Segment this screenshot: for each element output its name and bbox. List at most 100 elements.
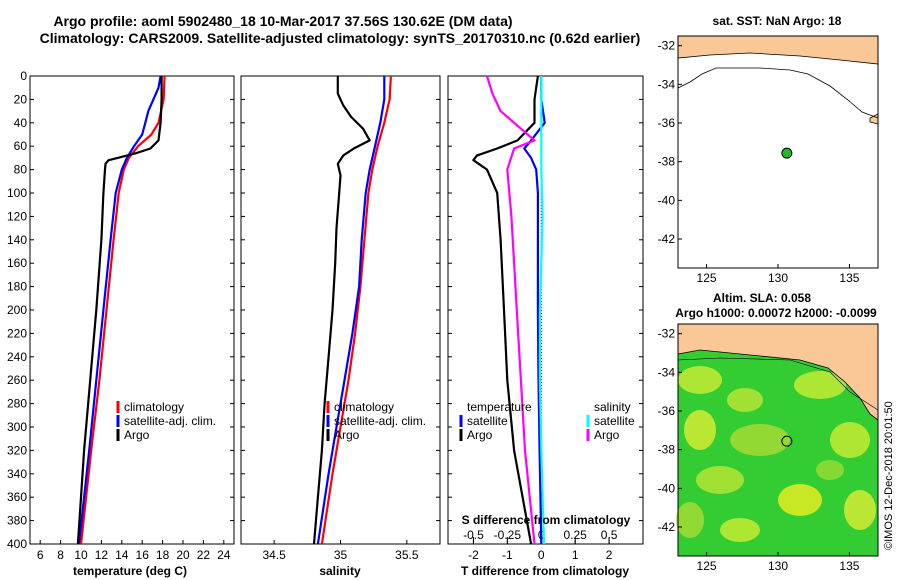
temp-xtick-label: 10	[74, 548, 88, 562]
depth-tick-label: 220	[7, 326, 27, 340]
diff-top-tick-label: -0.5	[463, 528, 484, 542]
sla-map-lon-label: 125	[697, 559, 717, 573]
depth-tick-label: 20	[14, 92, 28, 106]
legend-salinity-title: salinity	[594, 400, 631, 414]
sst-map-lat-label: -36	[658, 116, 676, 130]
sst-map-lat-label: -38	[658, 155, 676, 169]
sla-map-lat-label: -40	[658, 481, 676, 495]
sst-map-lat-label: -32	[658, 39, 676, 53]
depth-tick-label: 200	[7, 303, 27, 317]
legend-temperature-title: temperature	[467, 400, 532, 414]
temp-xtick-label: 24	[217, 548, 231, 562]
sla-map-lon-label: 135	[839, 559, 859, 573]
diff-xtick-label: 1	[572, 548, 579, 562]
temp-xtick-label: 12	[95, 548, 109, 562]
depth-tick-label: 300	[7, 420, 27, 434]
legend-satellite-label: satellite-adj. clim.	[124, 414, 216, 428]
sla-map-argo-marker	[781, 435, 793, 447]
depth-tick-label: 280	[7, 397, 27, 411]
temp-xtick-label: 6	[37, 548, 44, 562]
salinity-panel: 34.5 35 35.5	[240, 75, 441, 562]
diff-series-t-argo	[472, 75, 539, 545]
sal-series-climatology	[320, 75, 392, 545]
sla-map-title-1: Altim. SLA: 0.058	[713, 291, 811, 305]
diff-plot-frame	[447, 75, 644, 545]
sal-xtick-label: 34.5	[262, 548, 286, 562]
sla-map-shelf-contour	[677, 357, 879, 411]
sla-anomaly-blob	[816, 460, 844, 480]
sst-map-argo-marker	[781, 147, 793, 159]
diff-xtick-label: 2	[606, 548, 613, 562]
sla-map-lat-label: -38	[658, 443, 676, 457]
sla-anomaly-blob	[727, 388, 763, 412]
sla-map-lat-label: -42	[658, 520, 676, 534]
temp-xtick-label: 16	[136, 548, 150, 562]
sla-anomaly-blob	[684, 410, 716, 450]
diff-top-tick-label: -0.25	[494, 528, 522, 542]
legend-climatology-label: climatology	[334, 400, 394, 414]
temp-xtick-label: 14	[115, 548, 129, 562]
salinity-legend: climatology satellite-adj. clim. Argo	[326, 400, 426, 442]
temperature-legend: climatology satellite-adj. clim. Argo	[116, 400, 216, 442]
sla-anomaly-blob	[678, 366, 722, 394]
sla-map-coast	[677, 349, 879, 421]
sst-map-lon-label: 130	[768, 271, 788, 285]
legend-climatology-label: climatology	[124, 400, 184, 414]
depth-tick-label: 60	[14, 139, 28, 153]
depth-tick-label: 80	[14, 163, 28, 177]
diff-series-s-argo	[485, 75, 536, 545]
sla-map-lat-label: -32	[658, 327, 676, 341]
diff-top-tick-label: 0.25	[563, 528, 587, 542]
depth-tick-label: 340	[7, 467, 27, 481]
title-line-1: Argo profile: aoml 5902480_18 10-Mar-201…	[53, 13, 512, 29]
depth-tick-label: 320	[7, 443, 27, 457]
sla-map: -32 -34 -36 -38 -40 -42 125 130 135	[658, 323, 879, 573]
legend-argo-label: Argo	[334, 428, 360, 442]
sla-anomaly-blob	[696, 466, 744, 494]
temp-xtick-label: 22	[197, 548, 211, 562]
sst-map-shelf-contour	[677, 67, 879, 119]
sal-plot-frame	[240, 75, 441, 545]
sla-map-lat-label: -34	[658, 365, 676, 379]
temp-xtick-label: 8	[57, 548, 64, 562]
depth-tick-label: 100	[7, 186, 27, 200]
imos-stamp: ©IMOS 12-Dec-2018 20:01:50	[883, 401, 895, 550]
sla-anomaly-blob	[720, 518, 760, 542]
depth-tick-label: 380	[7, 514, 27, 528]
depth-tick-label: 40	[14, 116, 28, 130]
depth-tick-label: 260	[7, 373, 27, 387]
salinity-xlabel: salinity	[319, 564, 361, 578]
sst-map-ocean	[678, 36, 878, 268]
depth-tick-label: 120	[7, 209, 27, 223]
temp-series-argo	[76, 76, 163, 545]
sla-anomaly-blob	[830, 422, 870, 458]
sla-anomaly-blob	[778, 484, 822, 516]
sal-xtick-label: 35	[334, 548, 348, 562]
difference-legend: temperature satellite Argo salinity sate…	[459, 400, 635, 442]
diff-series-t-satellite	[523, 76, 546, 545]
legend-t-satellite-label: satellite	[467, 414, 508, 428]
depth-tick-label: 180	[7, 280, 27, 294]
difference-top-label: S difference from climatology	[462, 513, 631, 527]
temperature-panel: 0 20 40 60 80 100 120 140 160 180 200 220 240 260 280 3…	[7, 69, 235, 562]
depth-tick-label: 360	[7, 490, 27, 504]
temp-series-satellite-adj-clim-	[77, 75, 162, 545]
title-line-2: Climatology: CARS2009. Satellite-adjuste…	[40, 30, 641, 46]
temp-series-climatology	[79, 75, 166, 545]
depth-tick-label: 160	[7, 256, 27, 270]
sla-map-title-2: Argo h1000: 0.00072 h2000: -0.0099	[675, 306, 877, 320]
sla-map-lat-label: -36	[658, 404, 676, 418]
depth-tick-label: 400	[7, 537, 27, 551]
diff-top-tick-label: 0.5	[601, 528, 618, 542]
legend-argo-label: Argo	[124, 428, 150, 442]
legend-s-argo-label: Argo	[594, 428, 620, 442]
legend-t-argo-label: Argo	[467, 428, 493, 442]
diff-xtick-label: 0	[538, 548, 545, 562]
depth-tick-label: 140	[7, 233, 27, 247]
depth-tick-label: 240	[7, 350, 27, 364]
sst-map-lon-label: 125	[697, 271, 717, 285]
diff-series-s-satellite	[538, 76, 546, 545]
sla-anomaly-blob	[844, 490, 876, 530]
sst-map-lat-label: -34	[658, 77, 676, 91]
